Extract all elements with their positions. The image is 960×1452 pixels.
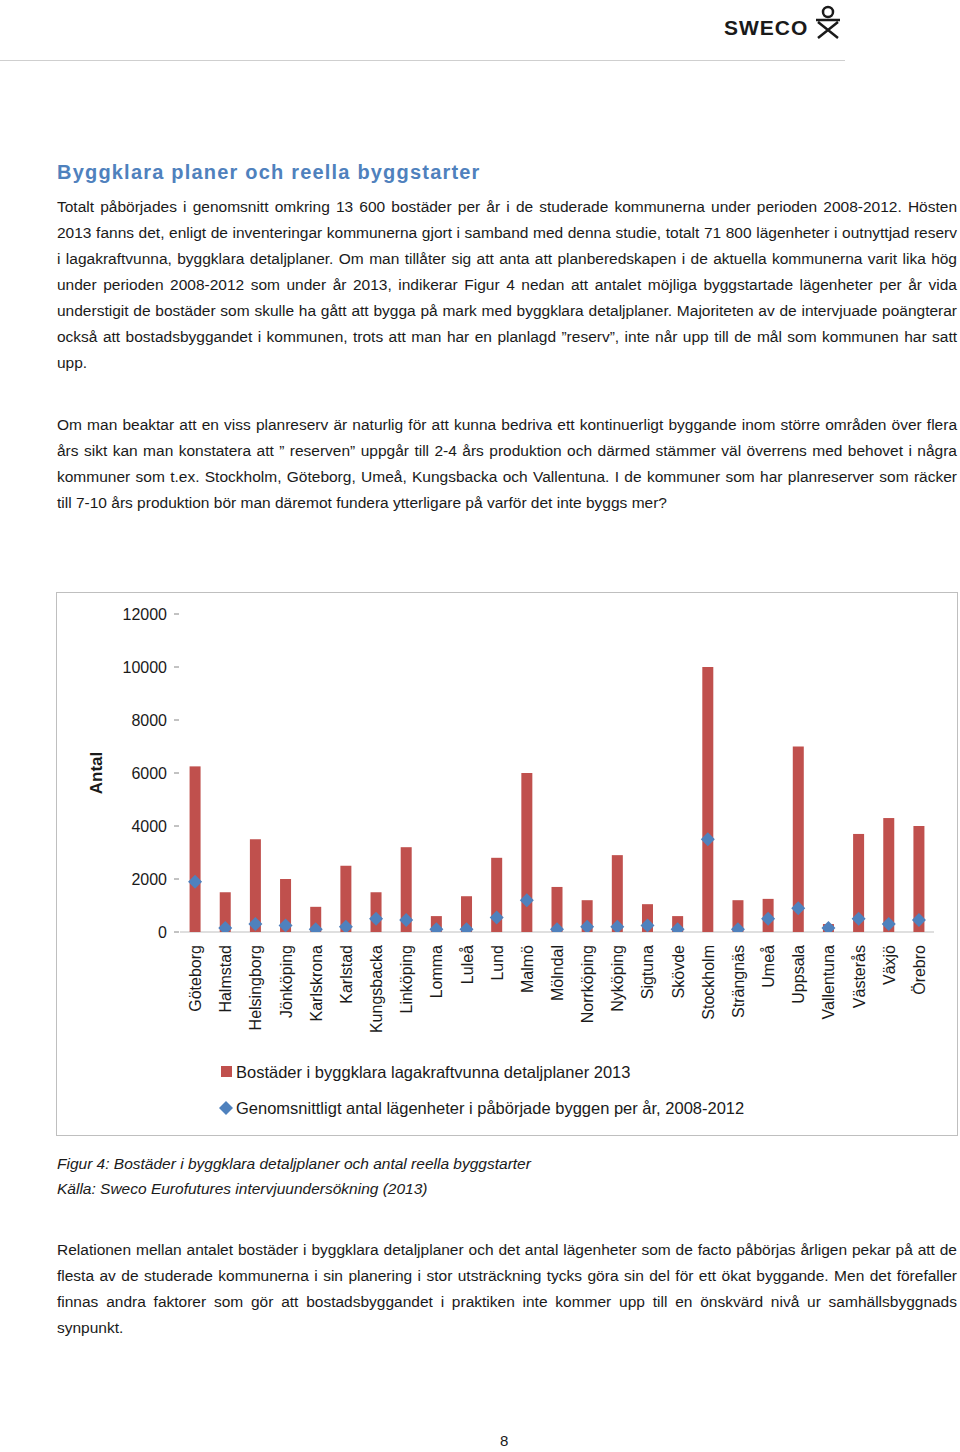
marker: [852, 912, 866, 926]
bar: [702, 667, 713, 932]
y-tick-label: 0: [158, 924, 167, 941]
x-tick-label: Skövde: [670, 945, 687, 998]
x-tick-label: Vallentuna: [820, 945, 837, 1020]
bar: [190, 766, 201, 932]
marker: [731, 922, 745, 932]
marker: [520, 893, 534, 907]
y-tick-label: 10000: [123, 659, 168, 676]
x-tick-label: Linköping: [398, 945, 415, 1014]
marker: [490, 910, 504, 924]
x-tick-label: Helsingborg: [247, 945, 264, 1030]
y-tick: [174, 667, 179, 668]
x-tick-label: Karlstad: [338, 945, 355, 1004]
x-tick-label: Kungsbacka: [368, 945, 385, 1033]
x-tick-label: Umeå: [760, 945, 777, 988]
plot-marks: [188, 667, 926, 932]
paragraph: Totalt påbörjades i genomsnitt omkring 1…: [57, 194, 957, 376]
x-tick-label: Sigtuna: [639, 945, 656, 999]
marker: [912, 913, 926, 927]
x-tick-label: Norrköping: [579, 945, 596, 1023]
y-tick: [174, 932, 179, 933]
x-tick-label: Växjö: [881, 945, 898, 985]
x-tick-label: Nyköping: [609, 945, 626, 1012]
logo-icon-part: [823, 7, 833, 17]
paragraph: Relationen mellan antalet bostäder i byg…: [57, 1237, 957, 1341]
y-tick: [174, 720, 179, 721]
marker: [339, 920, 353, 932]
marker: [791, 901, 805, 915]
chart: 0 2000 4000 6000 8000 10000 12000 Antal Göteborg…: [56, 592, 958, 1136]
logo-icon: [812, 4, 844, 40]
x-tick-label: Lund: [489, 945, 506, 981]
y-tick: [174, 879, 179, 880]
x-tick-label: Strängnäs: [730, 945, 747, 1018]
marker: [761, 912, 775, 926]
x-tick-label: Örebro: [911, 945, 928, 995]
marker: [882, 917, 896, 931]
bar: [521, 773, 532, 932]
x-tick-label: Västerås: [851, 945, 868, 1008]
legend-swatch: [219, 1101, 233, 1115]
marker: [188, 875, 202, 889]
marker: [701, 832, 715, 846]
bar: [883, 818, 894, 932]
x-tick-label: Lomma: [428, 945, 445, 998]
marker: [580, 920, 594, 932]
marker: [429, 922, 443, 932]
heading: Byggklara planer och reella byggstarter: [57, 161, 481, 184]
x-tick-label: Stockholm: [700, 945, 717, 1020]
y-tick-label: 8000: [131, 712, 167, 729]
marker: [640, 918, 654, 932]
caption: Källa: Sweco Eurofutures intervjuundersö…: [57, 1176, 957, 1201]
marker: [279, 918, 293, 932]
x-tick-label: Mölndal: [549, 945, 566, 1001]
x-tick-label: Malmö: [519, 945, 536, 993]
y-axis-label: Antal: [87, 752, 106, 795]
page-number: 8: [500, 1432, 508, 1449]
chart-frame: [57, 593, 958, 1136]
marker: [610, 920, 624, 932]
y-tick-label: 12000: [123, 606, 168, 623]
legend-label: Bostäder i byggklara lagakraftvunna deta…: [236, 1063, 630, 1081]
x-tick-label: Göteborg: [187, 945, 204, 1012]
y-tick: [174, 614, 179, 615]
logo-text: SWECO: [724, 16, 808, 40]
legend-swatch: [221, 1066, 232, 1077]
marker: [821, 921, 835, 932]
marker: [369, 912, 383, 926]
x-tick-label: Karlskrona: [308, 945, 325, 1022]
y-tick-label: 2000: [131, 871, 167, 888]
marker: [460, 922, 474, 932]
paragraph: Om man beaktar att en viss planreserv är…: [57, 412, 957, 516]
x-tick-label: Halmstad: [217, 945, 234, 1013]
y-tick: [174, 826, 179, 827]
marker: [218, 921, 232, 932]
marker: [671, 922, 685, 932]
marker: [248, 917, 262, 931]
caption: Figur 4: Bostäder i byggklara detaljplan…: [57, 1151, 957, 1176]
marker: [550, 922, 564, 932]
x-tick-label: Uppsala: [790, 945, 807, 1004]
logo-icon-part: [816, 20, 840, 38]
legend-label: Genomsnittligt antal lägenheter i påbörj…: [236, 1099, 744, 1117]
y-tick: [174, 773, 179, 774]
y-tick-label: 6000: [131, 765, 167, 782]
x-tick-label: Luleå: [459, 945, 476, 984]
marker: [399, 913, 413, 927]
header-rule: [0, 60, 845, 61]
marker: [309, 922, 323, 932]
x-tick-label: Jönköping: [278, 945, 295, 1018]
y-tick-label: 4000: [131, 818, 167, 835]
